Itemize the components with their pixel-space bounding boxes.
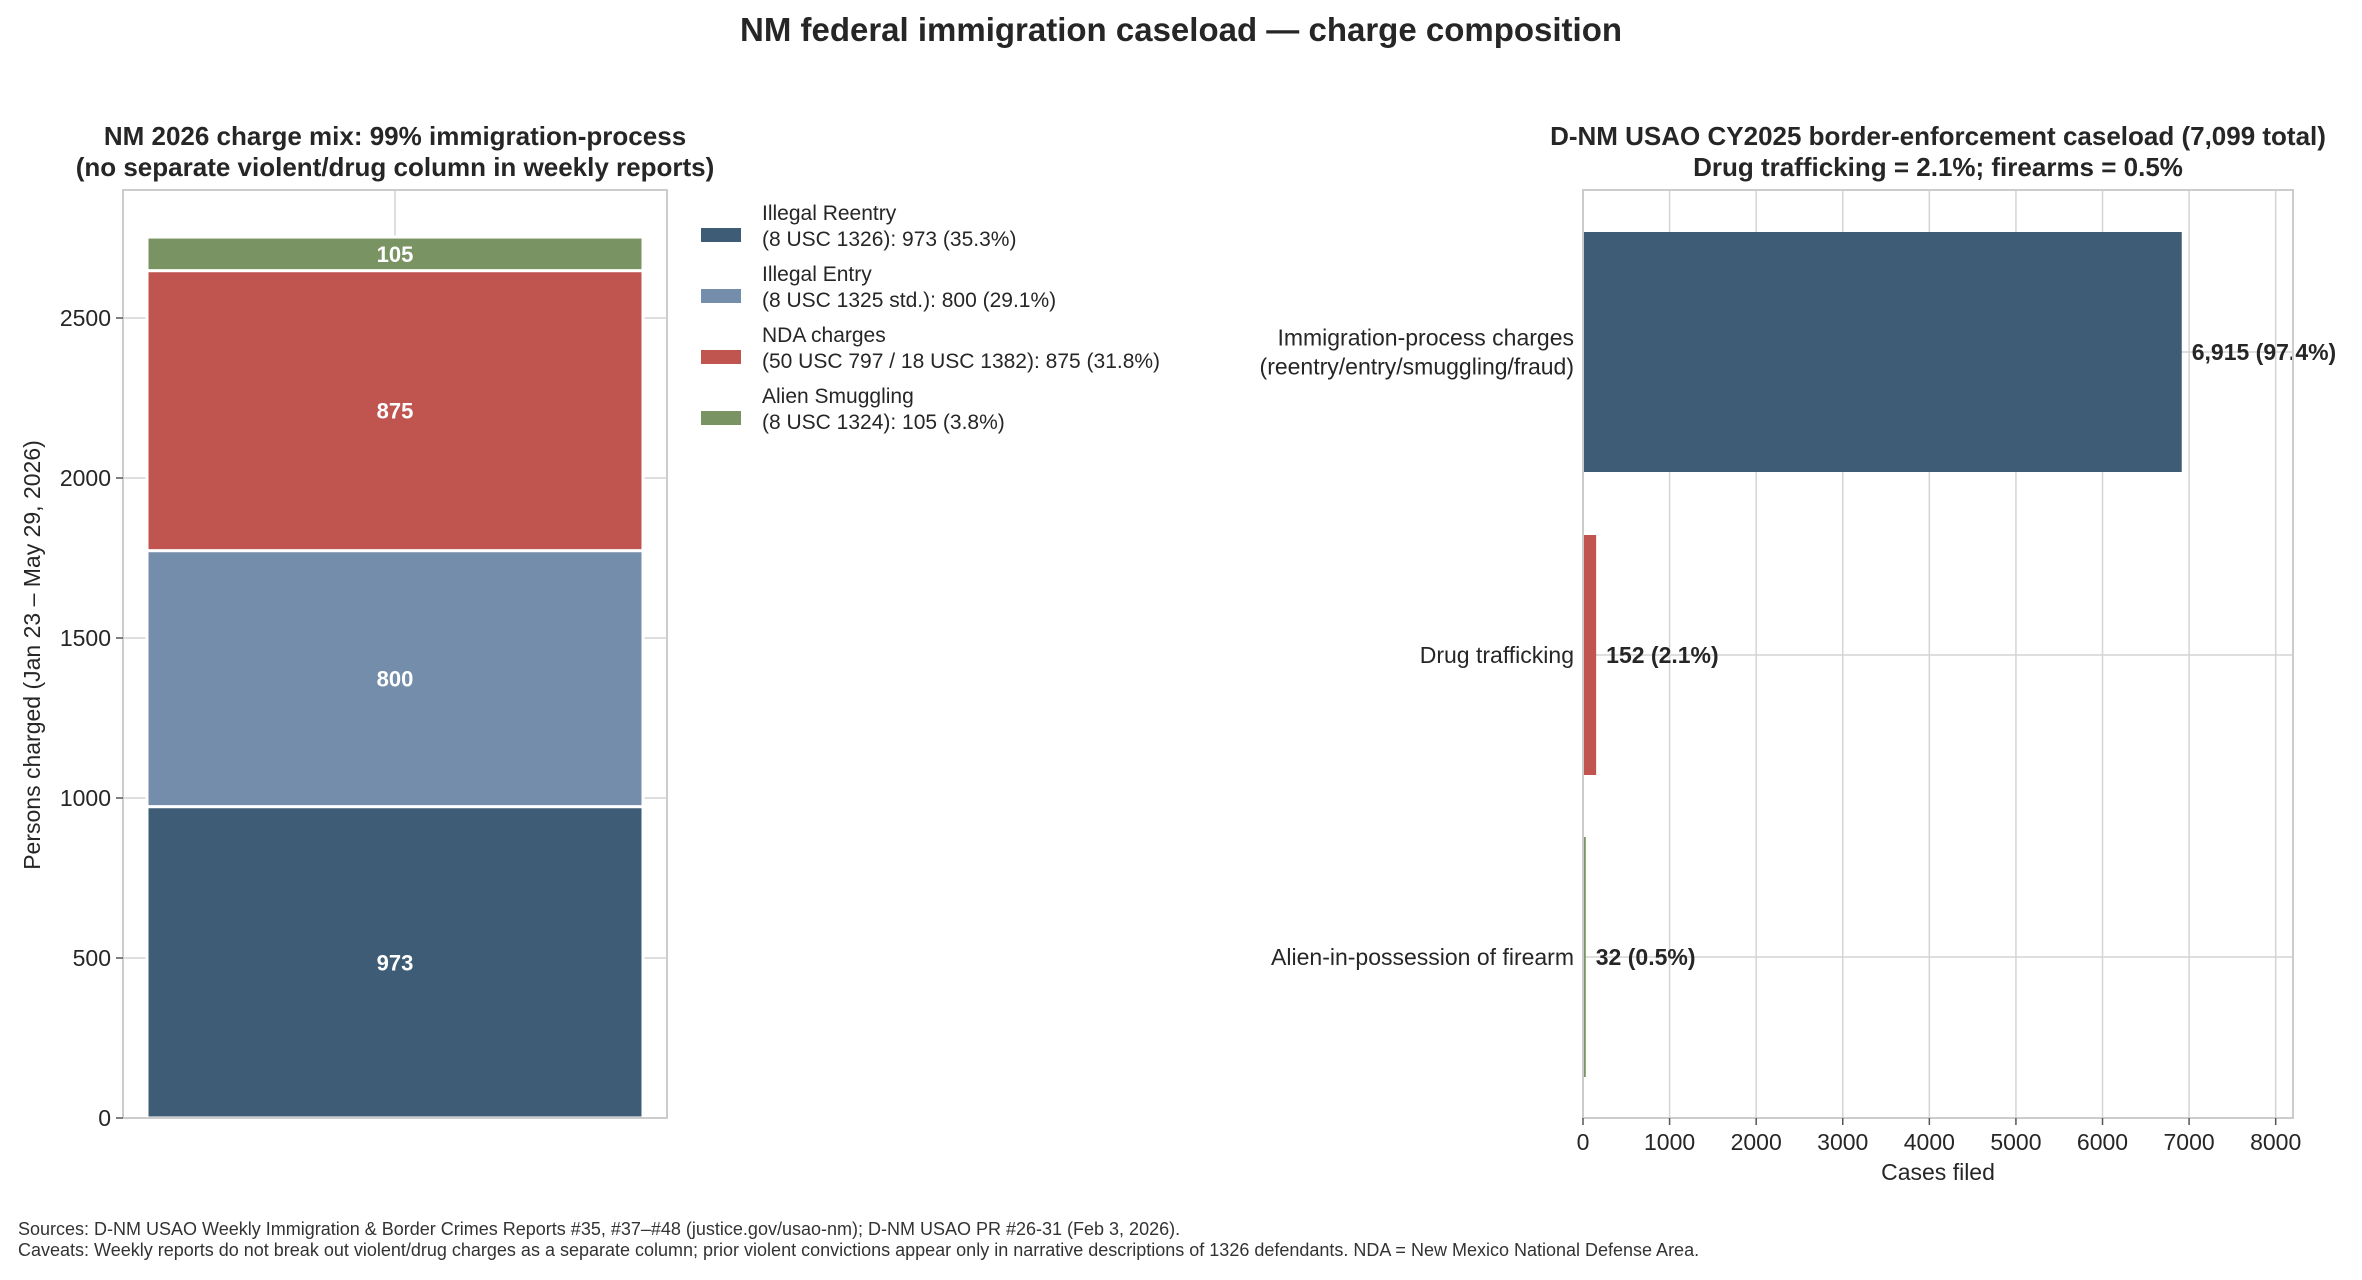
horizontal-bar-chart: 6,915 (97.4%) Immigration-process charges… <box>1260 121 2337 1185</box>
chart-title-line: D-NM USAO CY2025 border-enforcement case… <box>1550 121 2326 151</box>
legend-label: NDA charges <box>762 324 886 347</box>
legend-label: Illegal Entry <box>762 263 872 286</box>
chart-title-line: Drug trafficking = 2.1%; firearms = 0.5% <box>1693 152 2183 182</box>
x-tick-label: 3000 <box>1817 1129 1868 1155</box>
bar-data-label: 973 <box>377 950 414 975</box>
category-label: Immigration-process charges <box>1277 325 1574 351</box>
y-axis-label: Persons charged (Jan 23 – May 29, 2026) <box>19 440 45 870</box>
bar-data-label: 32 (0.5%) <box>1596 944 1696 970</box>
stacked-bar-chart: 973 800 875 105 0 500 1000 1500 2000 2500 Persons … <box>19 121 1160 1131</box>
y-tick-label: 2500 <box>60 305 111 331</box>
bar-data-label: 152 (2.1%) <box>1606 642 1719 668</box>
bar-data-label: 800 <box>377 667 414 692</box>
legend-label: (50 USC 797 / 18 USC 1382): 875 (31.8%) <box>762 350 1160 373</box>
category-label: (reentry/entry/smuggling/fraud) <box>1260 354 1574 380</box>
x-tick-label: 4000 <box>1904 1129 1955 1155</box>
bar-segment <box>145 235 645 273</box>
x-tick-label: 8000 <box>2250 1129 2301 1155</box>
x-tick-label: 6000 <box>2077 1129 2128 1155</box>
y-tick-label: 1000 <box>60 785 111 811</box>
legend-label: (8 USC 1326): 973 (35.3%) <box>762 228 1016 251</box>
x-tick-label: 1000 <box>1644 1129 1695 1155</box>
x-tick-label: 7000 <box>2164 1129 2215 1155</box>
sources-line: Sources: D-NM USAO Weekly Immigration & … <box>18 1219 1181 1239</box>
bar <box>1583 535 1597 775</box>
legend-swatch <box>701 228 741 242</box>
x-tick-label: 2000 <box>1731 1129 1782 1155</box>
legend-swatch <box>701 411 741 425</box>
bar-data-label: 105 <box>377 242 414 267</box>
legend-label: (8 USC 1325 std.): 800 (29.1%) <box>762 289 1056 312</box>
x-tick-label: 5000 <box>1990 1129 2041 1155</box>
bar <box>1583 837 1586 1077</box>
y-tick-label: 1500 <box>60 625 111 651</box>
bar-data-label: 875 <box>377 399 414 424</box>
y-tick-label: 500 <box>73 945 111 971</box>
y-tick-label: 0 <box>98 1105 111 1131</box>
legend-label: Alien Smuggling <box>762 385 914 408</box>
bar-segment <box>145 549 645 809</box>
sources-note: Sources: D-NM USAO Weekly Immigration & … <box>18 1219 1699 1261</box>
legend-label: Illegal Reentry <box>762 202 897 225</box>
category-label: Drug trafficking <box>1420 642 1574 668</box>
category-label: Alien-in-possession of firearm <box>1271 944 1574 970</box>
bar-segment <box>145 269 645 553</box>
figure-title: NM federal immigration caseload — charge… <box>740 11 1622 48</box>
bar <box>1583 232 2182 472</box>
plot-frame <box>122 189 668 1119</box>
y-tick-label: 2000 <box>60 465 111 491</box>
x-tick-label: 0 <box>1577 1129 1590 1155</box>
legend-swatch <box>701 289 741 303</box>
legend-label: (8 USC 1324): 105 (3.8%) <box>762 411 1005 434</box>
legend-swatch <box>701 350 741 364</box>
x-axis-label: Cases filed <box>1881 1159 1995 1185</box>
plot-frame <box>1582 189 2294 1119</box>
chart-title-line: (no separate violent/drug column in week… <box>76 152 715 182</box>
bar-data-label: 6,915 (97.4%) <box>2192 339 2336 365</box>
chart-title-line: NM 2026 charge mix: 99% immigration-proc… <box>104 121 686 151</box>
caveats-line: Caveats: Weekly reports do not break out… <box>18 1240 1700 1260</box>
